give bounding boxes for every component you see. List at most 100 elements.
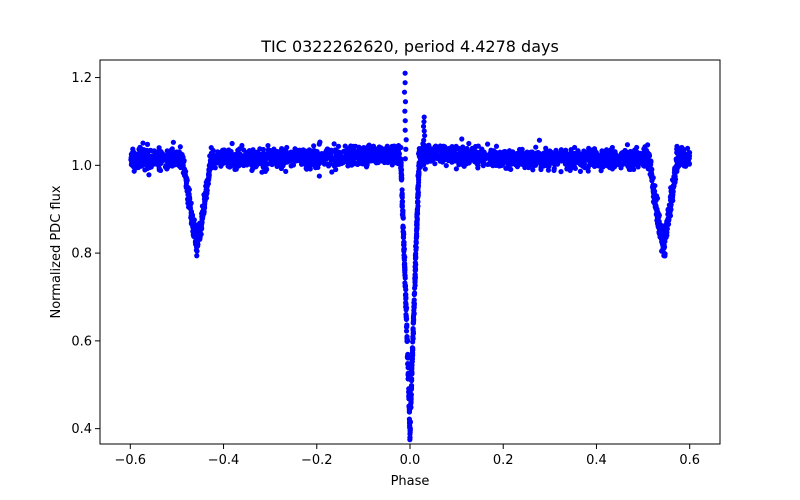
data-point: [588, 160, 594, 167]
data-point: [292, 146, 298, 152]
data-point: [612, 162, 618, 168]
data-point: [196, 231, 202, 237]
data-point: [129, 150, 135, 156]
data-point: [325, 161, 331, 167]
data-point: [260, 164, 266, 170]
data-point: [267, 147, 273, 154]
data-point: [643, 147, 650, 153]
data-point: [145, 154, 152, 160]
data-point: [311, 151, 317, 158]
data-point: [422, 156, 428, 162]
data-point: [539, 155, 545, 162]
data-point: [411, 300, 417, 306]
data-point: [182, 171, 188, 177]
data-points: [128, 70, 693, 443]
data-point: [421, 114, 427, 120]
data-point: [401, 255, 407, 261]
data-point: [521, 157, 527, 163]
data-point: [385, 147, 392, 153]
data-point: [498, 152, 504, 158]
data-point: [191, 230, 197, 236]
x-tick-label: 0.6: [679, 453, 700, 468]
chart-title: TIC 0322262620, period 4.4278 days: [260, 37, 559, 56]
data-point: [673, 157, 680, 163]
data-point: [374, 151, 380, 157]
x-axis: −0.6 −0.4 −0.2 0.0 0.2 0.4 0.6: [115, 444, 700, 468]
data-point: [626, 166, 632, 173]
data-point: [551, 160, 558, 167]
data-point: [234, 155, 240, 161]
data-point: [283, 168, 289, 174]
data-point: [205, 181, 211, 187]
data-point: [412, 267, 418, 273]
data-point: [352, 148, 358, 155]
data-point: [660, 246, 666, 252]
data-point: [421, 128, 427, 134]
data-point: [168, 152, 174, 158]
data-point: [577, 168, 584, 174]
data-point: [475, 165, 481, 171]
data-point: [303, 165, 309, 171]
data-point: [648, 170, 654, 176]
data-point: [473, 151, 479, 157]
data-point: [384, 153, 390, 159]
data-point: [536, 137, 543, 143]
data-point: [666, 216, 672, 223]
data-point: [400, 232, 407, 238]
data-point: [448, 145, 455, 151]
data-point: [294, 151, 300, 157]
data-point: [217, 149, 223, 156]
y-axis-label: Normalized PDC flux: [49, 185, 64, 318]
data-point: [665, 222, 671, 228]
data-point: [414, 206, 421, 212]
data-point: [542, 152, 548, 158]
data-point: [449, 150, 455, 156]
data-point: [129, 159, 135, 166]
data-point: [332, 156, 339, 163]
data-point: [271, 158, 277, 164]
data-point: [545, 158, 551, 165]
data-point: [479, 146, 485, 152]
data-point: [585, 156, 591, 162]
data-point: [406, 409, 412, 415]
data-point: [632, 155, 639, 161]
data-point: [604, 163, 610, 169]
data-point: [564, 156, 570, 162]
data-point: [206, 175, 212, 181]
data-point: [413, 233, 420, 240]
data-point: [369, 144, 375, 150]
data-point: [401, 248, 407, 254]
data-point: [403, 328, 410, 334]
data-point: [679, 144, 685, 151]
data-point: [202, 198, 208, 204]
data-point: [407, 424, 413, 430]
data-point: [142, 167, 148, 173]
data-point: [391, 148, 397, 155]
data-point: [405, 361, 411, 367]
y-tick-label: 1.0: [71, 159, 92, 174]
data-point: [421, 119, 427, 125]
data-point: [347, 159, 353, 165]
data-point: [164, 166, 170, 172]
data-point: [364, 153, 370, 159]
data-point: [412, 285, 418, 291]
data-point: [193, 235, 199, 242]
data-point: [651, 184, 657, 191]
data-point: [409, 356, 416, 362]
data-point: [527, 151, 533, 157]
data-point: [344, 147, 350, 154]
data-point: [416, 166, 422, 172]
data-point: [626, 158, 632, 165]
data-point: [177, 144, 183, 150]
data-point: [404, 334, 410, 340]
data-point: [655, 224, 662, 231]
data-point: [402, 127, 408, 133]
data-point: [591, 163, 598, 170]
data-point: [406, 393, 412, 399]
data-point: [507, 151, 513, 157]
data-point: [414, 210, 420, 216]
data-point: [415, 200, 421, 206]
data-point: [443, 162, 449, 169]
